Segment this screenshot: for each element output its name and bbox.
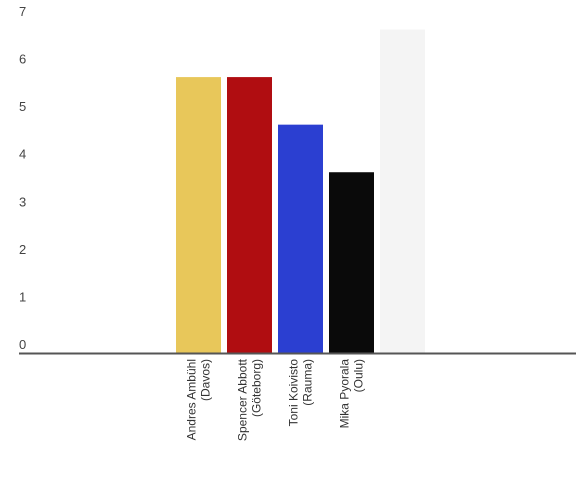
y-tick-label: 0 xyxy=(19,337,26,352)
x-category-label-line2: (Davos) xyxy=(199,359,213,401)
x-category-label-line1: Mika Pyorala xyxy=(338,359,352,429)
x-category-label: Mika Pyorala (Oulu) xyxy=(338,359,366,429)
y-tick-label: 3 xyxy=(19,194,26,209)
x-category-label-line2: (Oulu) xyxy=(352,359,366,392)
x-category-label-line1: Toni Koivisto xyxy=(287,359,301,427)
bar xyxy=(227,77,272,353)
x-category-label: Andres Ambühl (Davos) xyxy=(185,359,213,440)
bar xyxy=(329,172,374,353)
y-tick-label: 4 xyxy=(19,147,26,162)
x-category-label: Spencer Abbott (Göteborg) xyxy=(236,358,264,441)
x-category-label-line2: (Rauma) xyxy=(301,359,315,406)
y-tick-label: 2 xyxy=(19,242,26,257)
y-tick-label: 1 xyxy=(19,289,26,304)
y-tick-label: 6 xyxy=(19,52,26,67)
x-category-label-line1: Spencer Abbott xyxy=(236,358,250,441)
x-category-label: Toni Koivisto (Rauma) xyxy=(287,359,315,427)
x-axis-labels: Andres Ambühl (Davos) Spencer Abbott (Göteb… xyxy=(185,358,366,441)
x-category-label-line1: Andres Ambühl xyxy=(185,359,199,440)
y-axis-ticks: 0 1 2 3 4 5 6 7 xyxy=(19,4,26,352)
x-category-label-line2: (Göteborg) xyxy=(250,359,264,417)
bar xyxy=(278,124,323,354)
y-tick-label: 5 xyxy=(19,99,26,114)
y-tick-label: 7 xyxy=(19,4,26,19)
bars xyxy=(176,29,425,354)
bar xyxy=(176,77,221,353)
bar xyxy=(380,29,425,354)
